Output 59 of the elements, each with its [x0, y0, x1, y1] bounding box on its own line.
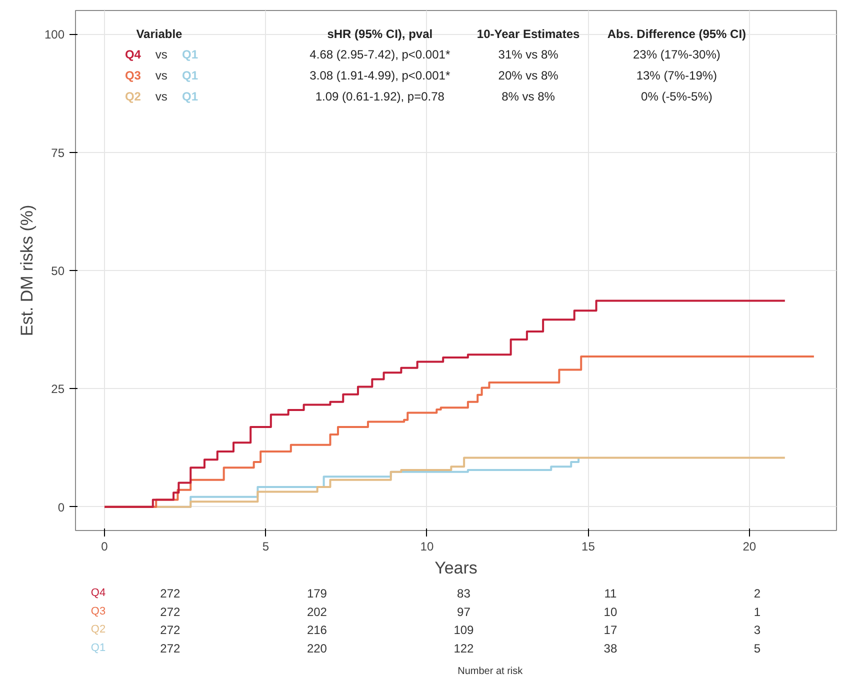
text: 272 [160, 623, 181, 638]
text: 216 [306, 623, 328, 638]
x-tick-label: 0 [101, 540, 108, 554]
text: 5 [754, 641, 761, 656]
text: Q1 [90, 642, 106, 654]
annotation: 8% vs 8% [502, 89, 556, 104]
annotation: 10-Year Estimates [476, 26, 580, 41]
annotation: Variable [136, 26, 183, 41]
y-tick-label: 0 [58, 500, 65, 514]
text: Q3 [90, 605, 106, 618]
text: vs [155, 89, 168, 104]
text: Q2 [124, 89, 141, 104]
y-tick-label: 25 [51, 382, 65, 396]
annotation: 13% (7%-19%) [636, 68, 718, 82]
text: Q2 [90, 624, 106, 636]
text: 10 [604, 604, 618, 619]
x-tick-label: 15 [582, 540, 596, 554]
annotation: 3.08 (1.91-4.99), p<0.001* [310, 68, 450, 82]
y-tick-label: 75 [51, 146, 65, 160]
text: 97 [457, 604, 471, 619]
text: Number at risk [458, 666, 524, 677]
text: 83 [457, 586, 471, 601]
annotation: vs [155, 48, 168, 62]
text: Q1 [182, 68, 198, 82]
text: 2 [754, 586, 761, 601]
y-tick-label: 50 [51, 264, 65, 278]
text: 272 [160, 641, 181, 656]
annotation: 1.09 (0.61-1.92), p=0.78 [315, 89, 445, 104]
text: 122 [454, 641, 474, 656]
annotation: 20% vs 8% [498, 68, 559, 82]
text: Q1 [182, 89, 198, 104]
text: 202 [306, 604, 328, 619]
text: Q4 [124, 48, 141, 62]
text: 1 [754, 604, 761, 619]
annotation: 23% (17%-30%) [633, 48, 720, 62]
text: Q1 [182, 48, 198, 62]
text: 38 [604, 641, 618, 656]
y-axis-title: Est. DM risks (%) [17, 204, 36, 336]
annotation: Abs. Difference (95% CI) [607, 26, 746, 41]
text: 220 [306, 641, 328, 656]
text: Q4 [90, 587, 106, 600]
text: Q3 [124, 68, 141, 82]
annotation: sHR (95% CI), pval [327, 26, 433, 41]
annotation: 4.68 (2.95-7.42), p<0.001* [310, 48, 450, 62]
x-tick-label: 10 [420, 540, 434, 554]
text: 272 [160, 586, 181, 601]
text: 179 [306, 586, 328, 601]
x-axis-title: Years [434, 558, 478, 578]
x-tick-label: 5 [262, 540, 270, 554]
y-tick-label: 100 [44, 28, 65, 42]
x-tick-label: 20 [742, 540, 756, 554]
text: 272 [160, 604, 181, 619]
text: vs [155, 68, 168, 82]
text: 3 [754, 623, 761, 638]
annotation: 31% vs 8% [498, 48, 559, 62]
annotation: 0% (-5%-5%) [641, 89, 712, 104]
text: 109 [454, 623, 474, 638]
text: 17 [604, 623, 618, 638]
text: 11 [604, 586, 618, 601]
